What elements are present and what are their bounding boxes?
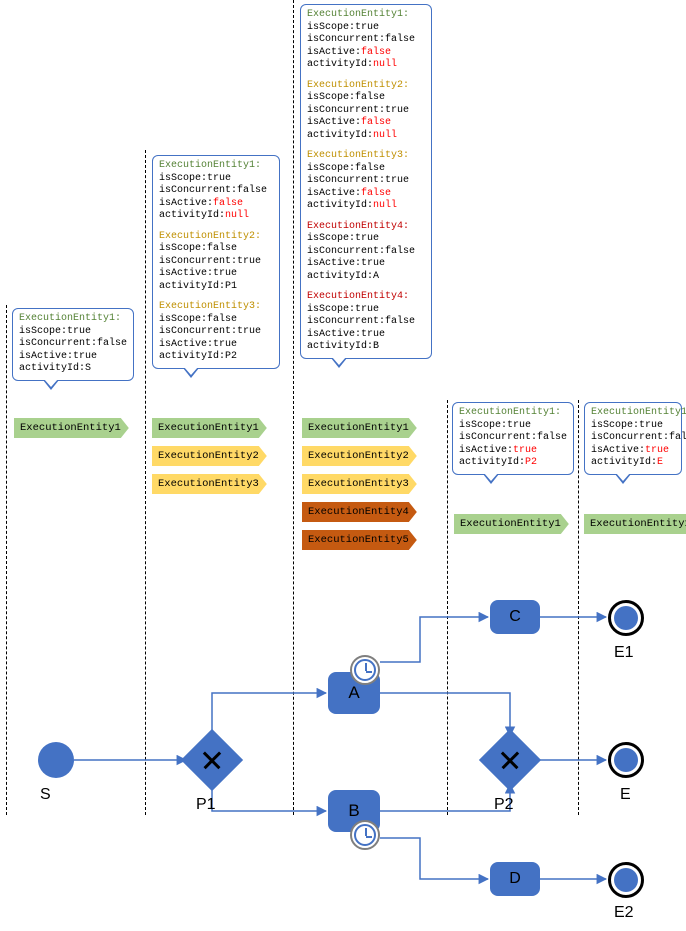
entity-property: isActive:true (19, 351, 127, 364)
activity-task: C (490, 600, 540, 634)
column-divider (578, 400, 579, 815)
entity-property: activityId:S (19, 363, 127, 376)
timer-icon (350, 820, 380, 850)
flow-edge (380, 693, 510, 736)
entity-title: ExecutionEntity3: (307, 150, 425, 163)
end-label: E (620, 786, 631, 804)
start-label: S (40, 786, 51, 804)
entity-property: isActive:false (307, 188, 425, 201)
entity-property: isConcurrent:true (307, 175, 425, 188)
entity-property: isScope:true (159, 173, 273, 186)
entity-badge: ExecutionEntity5 (302, 530, 417, 550)
start-event (38, 742, 74, 778)
column-divider (145, 150, 146, 815)
entity-property: isConcurrent:true (159, 256, 273, 269)
entity-property: isScope:true (307, 304, 425, 317)
entity-badge: ExecutionEntity3 (302, 474, 417, 494)
end-label: E2 (614, 904, 634, 922)
entity-badge: ExecutionEntity2 (302, 446, 417, 466)
entity-title: ExecutionEntity4: (307, 291, 425, 304)
entity-property: activityId:A (307, 271, 425, 284)
entity-callout: ExecutionEntity1:isScope:trueisConcurren… (300, 4, 432, 359)
entity-property: activityId:null (307, 59, 425, 72)
entity-property: isScope:false (159, 314, 273, 327)
flow-edge (380, 784, 510, 811)
entity-property: isScope:false (307, 163, 425, 176)
column-divider (6, 305, 7, 815)
entity-property: activityId:E (591, 457, 675, 470)
entity-title: ExecutionEntity1: (19, 313, 127, 326)
entity-callout: ExecutionEntity1:isScope:trueisConcurren… (152, 155, 280, 369)
entity-property: isConcurrent:false (459, 432, 567, 445)
flow-edge (212, 784, 326, 811)
entity-property: activityId:null (159, 210, 273, 223)
end-label: E1 (614, 644, 634, 662)
entity-badge: ExecutionEntity2 (152, 446, 267, 466)
entity-property: isConcurrent:false (159, 185, 273, 198)
column-divider (293, 0, 294, 815)
timer-icon (350, 655, 380, 685)
entity-callout: ExecutionEntity1:isScope:trueisConcurren… (12, 308, 134, 381)
entity-property: isScope:true (307, 22, 425, 35)
entity-property: activityId:B (307, 341, 425, 354)
entity-badge: ExecutionEntity1 (584, 514, 686, 534)
entity-property: isScope:true (19, 326, 127, 339)
entity-property: isConcurrent:true (307, 105, 425, 118)
end-event (608, 742, 644, 778)
entity-property: isActive:true (459, 445, 567, 458)
entity-property: isActive:true (159, 339, 273, 352)
entity-property: activityId:P2 (159, 351, 273, 364)
entity-property: isConcurrent:false (307, 246, 425, 259)
entity-property: isActive:true (591, 445, 675, 458)
entity-property: isActive:true (307, 258, 425, 271)
entity-badge: ExecutionEntity1 (302, 418, 417, 438)
entity-property: isActive:true (307, 329, 425, 342)
entity-title: ExecutionEntity1: (459, 407, 567, 420)
entity-title: ExecutionEntity2: (159, 231, 273, 244)
entity-property: isActive:true (159, 268, 273, 281)
flow-edge (380, 617, 488, 662)
entity-property: activityId:P2 (459, 457, 567, 470)
gateway-label: P1 (196, 796, 216, 814)
entity-property: isScope:true (307, 233, 425, 246)
entity-property: isConcurrent:false (19, 338, 127, 351)
entity-callout: ExecutionEntity1:isScope:trueisConcurren… (584, 402, 682, 475)
entity-property: isConcurrent:true (159, 326, 273, 339)
entity-callout: ExecutionEntity1:isScope:trueisConcurren… (452, 402, 574, 475)
entity-property: isConcurrent:false (307, 316, 425, 329)
entity-property: isScope:false (307, 92, 425, 105)
entity-title: ExecutionEntity3: (159, 301, 273, 314)
entity-property: activityId:null (307, 200, 425, 213)
entity-property: isActive:false (307, 117, 425, 130)
entity-title: ExecutionEntity2: (307, 80, 425, 93)
entity-title: ExecutionEntity1: (159, 160, 273, 173)
entity-property: isScope:true (459, 420, 567, 433)
entity-property: activityId:null (307, 130, 425, 143)
entity-badge: ExecutionEntity1 (152, 418, 267, 438)
entity-property: isActive:false (159, 198, 273, 211)
entity-property: isScope:true (591, 420, 675, 433)
entity-badge: ExecutionEntity4 (302, 502, 417, 522)
parallel-gateway (181, 729, 243, 791)
column-divider (447, 400, 448, 815)
entity-badge: ExecutionEntity3 (152, 474, 267, 494)
entity-property: activityId:P1 (159, 281, 273, 294)
entity-title: ExecutionEntity1: (307, 9, 425, 22)
gateway-label: P2 (494, 796, 514, 814)
flow-edge (380, 838, 488, 879)
entity-title: ExecutionEntity1: (591, 407, 675, 420)
entity-badge: ExecutionEntity1 (14, 418, 129, 438)
entity-property: isConcurrent:false (307, 34, 425, 47)
end-event (608, 862, 644, 898)
end-event (608, 600, 644, 636)
parallel-gateway (479, 729, 541, 791)
entity-property: isScope:false (159, 243, 273, 256)
activity-task: D (490, 862, 540, 896)
entity-property: isConcurrent:false (591, 432, 675, 445)
entity-badge: ExecutionEntity1 (454, 514, 569, 534)
entity-property: isActive:false (307, 47, 425, 60)
flow-edge (212, 693, 326, 736)
entity-title: ExecutionEntity4: (307, 221, 425, 234)
